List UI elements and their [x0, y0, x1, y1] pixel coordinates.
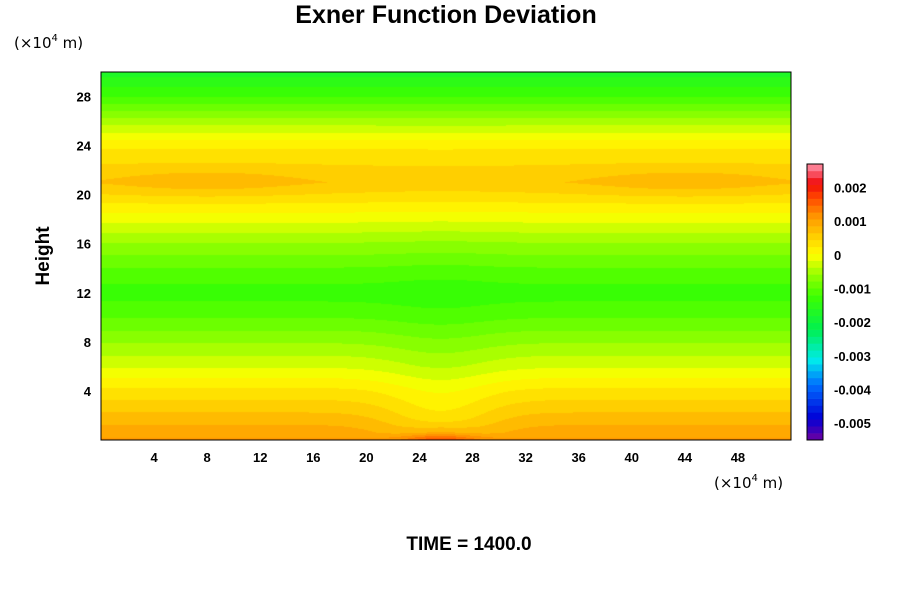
colorbar-swatch: [807, 164, 823, 172]
x-tick-labels: 4 8 12 16 20 24 28 32 36 40 44 48: [150, 450, 745, 465]
colorbar-tick-label: 0.002: [834, 181, 867, 196]
colorbar-swatch: [807, 405, 823, 413]
colorbar-tick-labels: 0.002 0.001 0 -0.001 -0.002 -0.003 -0.004 -0.00…: [834, 181, 872, 432]
x-tick-label: 40: [625, 450, 639, 465]
colorbar-swatch: [807, 274, 823, 282]
chart-title: Exner Function Deviation: [295, 1, 596, 29]
colorbar-tick-label: -0.001: [834, 282, 871, 297]
y-tick-label: 24: [77, 139, 92, 154]
colorbar-swatch: [807, 302, 823, 310]
colorbar-swatch: [807, 426, 823, 434]
x-tick-label: 48: [731, 450, 745, 465]
colorbar-tick-label: 0.001: [834, 214, 867, 229]
x-tick-label: 36: [571, 450, 585, 465]
x-tick-label: 8: [204, 450, 211, 465]
colorbar-swatch: [807, 371, 823, 379]
colorbar-swatch: [807, 205, 823, 213]
colorbar-swatch: [807, 336, 823, 344]
colorbar-swatch: [807, 343, 823, 351]
colorbar-swatch: [807, 295, 823, 303]
colorbar-swatch: [807, 177, 823, 185]
colorbar-swatch: [807, 364, 823, 372]
y-tick-label: 4: [84, 384, 92, 399]
colorbar-swatch: [807, 170, 823, 179]
colorbar-frame: [806, 163, 824, 441]
colorbar-swatch: [807, 391, 823, 399]
colorbar-swatch: [807, 260, 823, 268]
y-tick-label: 20: [77, 188, 91, 203]
x-tick-label: 20: [359, 450, 373, 465]
colorbar: 0.002 0.001 0 -0.001 -0.002 -0.003 -0.004 -0.00…: [806, 163, 872, 441]
colorbar-swatches: [807, 164, 823, 441]
y-tick-label: 8: [84, 335, 91, 350]
y-tick-label: 12: [77, 286, 91, 301]
colorbar-swatch: [807, 350, 823, 358]
colorbar-swatch: [807, 357, 823, 365]
colorbar-tick-label: -0.002: [834, 315, 871, 330]
colorbar-swatch: [807, 398, 823, 406]
colorbar-swatch: [807, 191, 823, 199]
x-tick-label: 4: [150, 450, 158, 465]
colorbar-tick-label: 0: [834, 248, 841, 263]
x-tick-label: 28: [465, 450, 479, 465]
colorbar-swatch: [807, 198, 823, 206]
colorbar-swatch: [807, 329, 823, 337]
y-tick-label: 28: [77, 90, 91, 105]
y-axis-label: Height: [33, 226, 54, 286]
y-tick-labels: 4 8 12 16 20 24 28: [77, 90, 92, 399]
x-unit-label: (×104 m): [714, 473, 783, 492]
colorbar-tick-label: -0.004: [834, 383, 872, 398]
colorbar-swatch: [807, 267, 823, 275]
colorbar-swatch: [807, 308, 823, 317]
y-tick-label: 16: [77, 237, 91, 252]
colorbar-swatch: [807, 288, 823, 296]
colorbar-swatch: [807, 219, 823, 227]
plot-area: [100, 71, 792, 441]
colorbar-swatch: [807, 233, 823, 241]
colorbar-tick-label: -0.003: [834, 349, 871, 364]
colorbar-swatch: [807, 184, 823, 192]
x-tick-label: 24: [412, 450, 427, 465]
colorbar-swatch: [807, 315, 823, 323]
plot-frame: [100, 71, 792, 441]
colorbar-swatch: [807, 212, 823, 220]
colorbar-swatch: [807, 253, 823, 261]
colorbar-swatch: [807, 433, 823, 441]
colorbar-swatch: [807, 412, 823, 420]
colorbar-tick-label: -0.005: [834, 416, 871, 431]
colorbar-swatch: [807, 226, 823, 234]
colorbar-swatch: [807, 377, 823, 386]
x-tick-label: 32: [518, 450, 532, 465]
colorbar-swatch: [807, 322, 823, 330]
x-tick-label: 44: [678, 450, 693, 465]
time-label: TIME = 1400.0: [406, 534, 531, 555]
x-tick-label: 16: [306, 450, 320, 465]
heatmap-field: [101, 72, 791, 440]
colorbar-swatch: [807, 419, 823, 427]
colorbar-swatch: [807, 384, 823, 392]
colorbar-swatch: [807, 281, 823, 289]
colorbar-swatch: [807, 246, 823, 254]
y-unit-label: (×104 m): [14, 33, 83, 52]
x-tick-label: 12: [253, 450, 267, 465]
colorbar-swatch: [807, 239, 823, 248]
